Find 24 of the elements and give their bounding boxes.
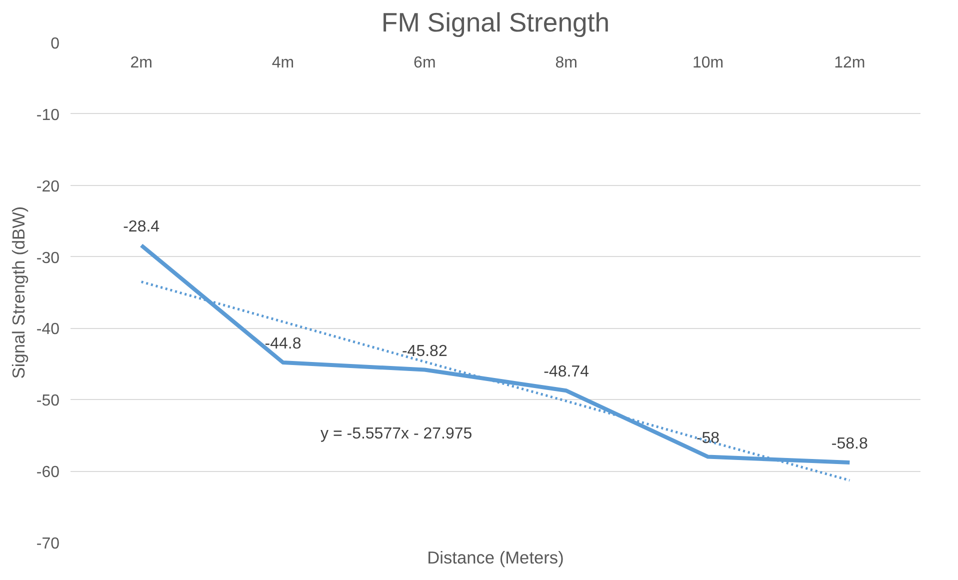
y-tick-label: -50 xyxy=(36,392,60,410)
y-tick-label: -20 xyxy=(36,178,60,196)
x-tick-label: 8m xyxy=(555,54,578,72)
y-tick-label: -40 xyxy=(36,321,60,338)
y-tick-label: -70 xyxy=(36,536,60,552)
data-label: -44.8 xyxy=(264,336,302,352)
data-label: -45.82 xyxy=(402,342,448,360)
annotation: y = -5.5577x - 27.975 xyxy=(320,426,472,442)
data-label: -48.74 xyxy=(544,364,590,381)
x-axis-title: Distance (Meters) xyxy=(427,548,564,568)
y-tick-label: 0 xyxy=(50,36,60,52)
x-tick-label: 4m xyxy=(272,54,294,72)
x-tick-label: 2m xyxy=(130,54,152,72)
data-label: -28.4 xyxy=(123,218,160,236)
data-label: -58 xyxy=(696,430,720,447)
y-tick-label: -10 xyxy=(36,106,60,124)
y-tick-label: -30 xyxy=(36,250,60,267)
x-tick-label: 10m xyxy=(692,54,724,72)
y-tick-label: -60 xyxy=(36,464,60,482)
y-axis-title: Signal Strength (dBW) xyxy=(8,206,28,379)
x-tick-label: 12m xyxy=(834,54,866,72)
chart-title: FM Signal Strength xyxy=(381,8,610,38)
x-tick-label: 6m xyxy=(414,54,436,72)
data-label: -58.8 xyxy=(831,436,868,452)
